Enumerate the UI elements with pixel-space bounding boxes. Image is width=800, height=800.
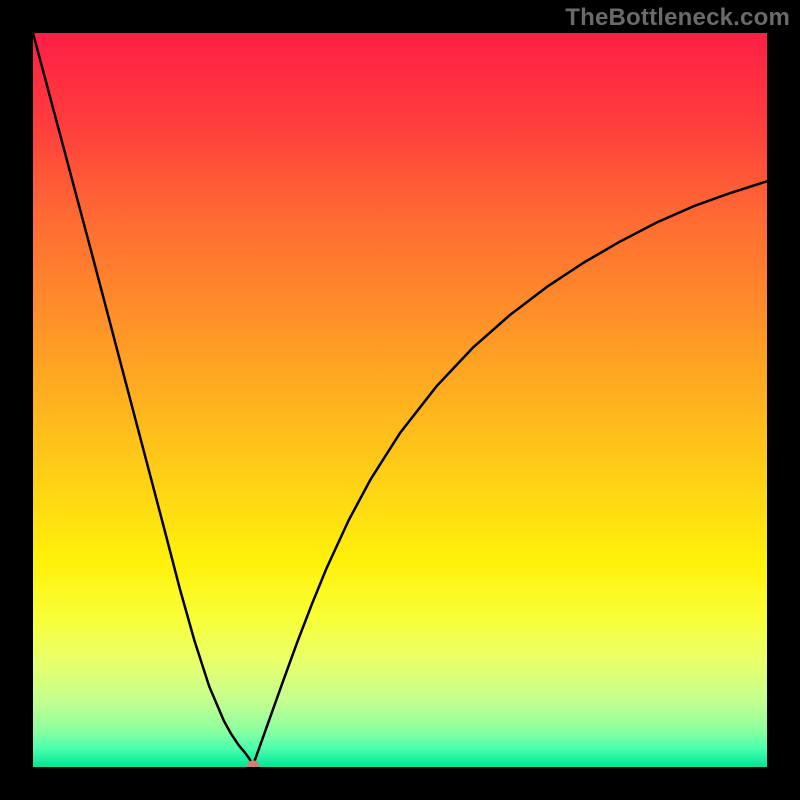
chart-frame: TheBottleneck.com <box>0 0 800 800</box>
bottleneck-chart <box>33 33 767 767</box>
chart-background <box>33 33 767 767</box>
watermark-text: TheBottleneck.com <box>565 4 790 32</box>
